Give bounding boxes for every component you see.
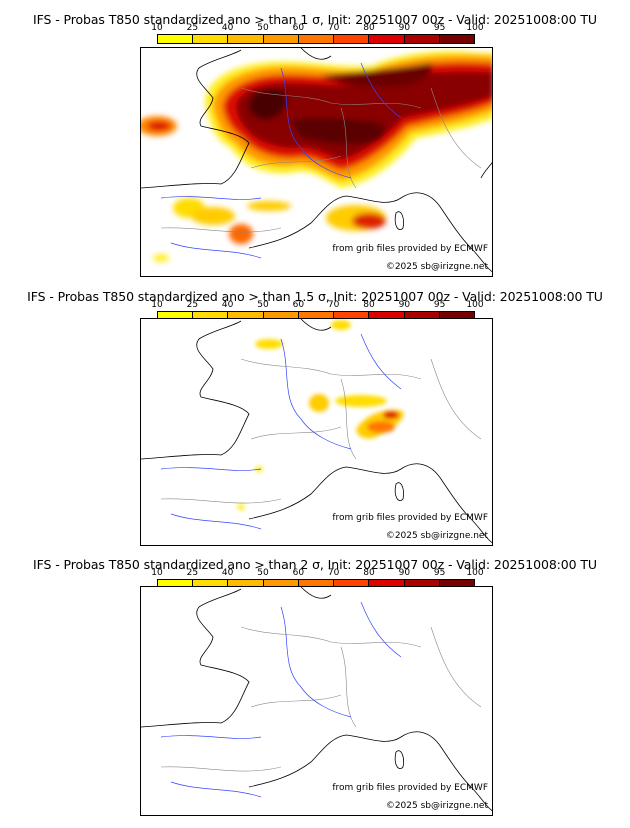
copyright: ©2025 sb@irizgne.net — [385, 801, 488, 811]
data-credit: from grib files provided by ECMWF — [332, 513, 488, 523]
panel-title: IFS - Probas T850 standardized ano > tha… — [27, 289, 603, 304]
coastlines — [141, 48, 492, 273]
colorbar-tick-label: 100 — [466, 23, 484, 33]
rivers — [160, 601, 402, 798]
colorbar-tick-label: 80 — [363, 568, 375, 578]
colorbar-segment — [369, 35, 405, 43]
probability-map: from grib files provided by ECMWF ©2025 … — [140, 586, 493, 816]
coastlines — [141, 587, 492, 812]
colorbar-ticks: 10 25 40 50 60 70 80 90 95 100 — [151, 568, 483, 579]
probability-map: from grib files provided by ECMWF ©2025 … — [140, 47, 493, 277]
admin-borders — [160, 626, 482, 772]
panel-1.5-sigma: IFS - Probas T850 standardized ano > tha… — [0, 277, 630, 549]
colorbar-tick-label: 70 — [327, 568, 340, 578]
panel-title: IFS - Probas T850 standardized ano > tha… — [33, 12, 597, 27]
colorbar-tick-label: 25 — [186, 568, 199, 578]
colorbar — [157, 34, 475, 44]
colorbar-tick-label: 70 — [327, 300, 340, 310]
rivers — [160, 333, 402, 530]
colorbar-segment — [158, 312, 194, 320]
copyright: ©2025 sb@irizgne.net — [385, 531, 488, 541]
colorbar-tick-label: 10 — [151, 300, 163, 310]
colorbar-tick-label: 50 — [257, 300, 269, 310]
colorbar-segment — [404, 580, 440, 588]
colorbar-segment — [193, 312, 229, 320]
colorbar-segment — [228, 312, 264, 320]
probability-map: from grib files provided by ECMWF ©2025 … — [140, 318, 493, 546]
colorbar-tick-label: 90 — [398, 23, 411, 33]
map-graphic — [141, 319, 492, 544]
rivers — [160, 62, 402, 259]
colorbar-segment — [334, 580, 370, 588]
colorbar-tick-label: 40 — [221, 23, 234, 33]
colorbar-segment — [298, 35, 335, 43]
colorbar-segment — [158, 35, 194, 43]
map-graphic — [141, 587, 492, 812]
colorbar-tick-label: 70 — [327, 23, 340, 33]
colorbar-segment — [298, 312, 335, 320]
data-credit: from grib files provided by ECMWF — [332, 244, 488, 254]
copyright: ©2025 sb@irizgne.net — [385, 262, 488, 272]
colorbar-tick-label: 90 — [398, 300, 411, 310]
colorbar-tick-label: 10 — [151, 23, 163, 33]
colorbar-segment — [263, 580, 299, 588]
colorbar-tick-label: 95 — [433, 23, 446, 33]
colorbar-tick-label: 40 — [221, 568, 234, 578]
colorbar-tick-label: 25 — [186, 23, 199, 33]
colorbar-segment — [228, 35, 264, 43]
colorbar-ticks: 10 25 40 50 60 70 80 90 95 100 — [151, 23, 483, 34]
colorbar-segment — [439, 35, 474, 43]
colorbar-tick-label: 95 — [433, 300, 446, 310]
colorbar-segment — [228, 580, 264, 588]
colorbar-tick-label: 100 — [466, 568, 484, 578]
admin-borders — [160, 87, 482, 233]
colorbar-tick-label: 80 — [363, 300, 375, 310]
colorbar-segment — [263, 312, 299, 320]
panel-title: IFS - Probas T850 standardized ano > tha… — [33, 557, 597, 572]
colorbar-tick-label: 50 — [257, 23, 269, 33]
probability-field — [141, 51, 492, 262]
colorbar-segment — [334, 35, 370, 43]
colorbar-ticks: 10 25 40 50 60 70 80 90 95 100 — [151, 300, 483, 311]
colorbar-tick-label: 80 — [363, 23, 375, 33]
colorbar-tick-label: 60 — [292, 23, 305, 33]
map-graphic — [141, 48, 492, 273]
colorbar-segment — [439, 580, 474, 588]
colorbar-segment — [439, 312, 474, 320]
colorbar-segment — [334, 312, 370, 320]
colorbar-segment — [263, 35, 299, 43]
colorbar-segment — [193, 580, 229, 588]
colorbar-tick-label: 25 — [186, 300, 199, 310]
colorbar-tick-label: 50 — [257, 568, 269, 578]
colorbar-tick-label: 95 — [433, 568, 446, 578]
panel-1-sigma: IFS - Probas T850 standardized ano > tha… — [0, 0, 630, 277]
colorbar-tick-label: 100 — [466, 300, 484, 310]
panel-2-sigma: IFS - Probas T850 standardized ano > tha… — [0, 545, 630, 817]
admin-borders — [160, 358, 482, 504]
colorbar-segment — [298, 580, 335, 588]
colorbar-tick-label: 60 — [292, 300, 305, 310]
colorbar-segment — [158, 580, 194, 588]
colorbar-tick-label: 90 — [398, 568, 411, 578]
colorbar-segment — [404, 312, 440, 320]
colorbar-segment — [404, 35, 440, 43]
colorbar-tick-label: 40 — [221, 300, 234, 310]
probability-field — [237, 320, 404, 510]
colorbar-segment — [369, 580, 405, 588]
coastlines — [141, 319, 492, 544]
colorbar-segment — [369, 312, 405, 320]
data-credit: from grib files provided by ECMWF — [332, 783, 488, 793]
colorbar-segment — [193, 35, 229, 43]
colorbar-tick-label: 10 — [151, 568, 163, 578]
colorbar-tick-label: 60 — [292, 568, 305, 578]
